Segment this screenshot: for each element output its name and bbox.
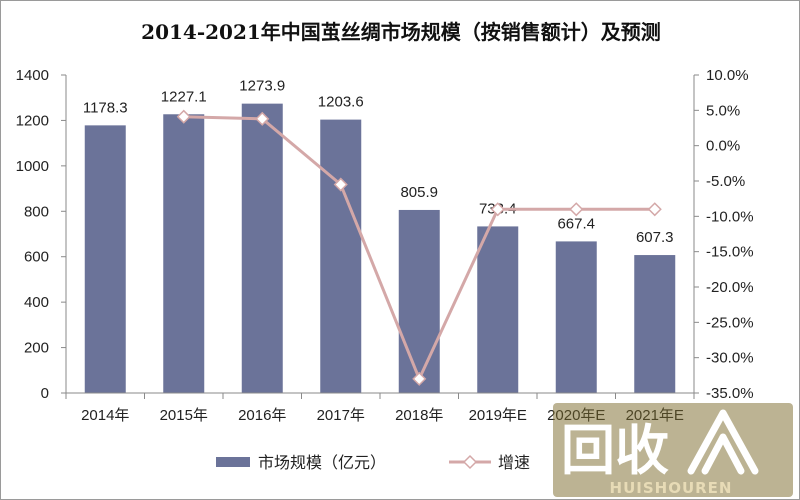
legend: 市场规模（亿元） 增速: [216, 454, 530, 472]
growth-marker-0: [176, 109, 191, 124]
growth-marker-3: [412, 371, 427, 386]
data-label: 1203.6: [318, 94, 364, 111]
growth-marker-6: [647, 202, 662, 217]
growth-marker-2: [333, 177, 348, 192]
x-tick-label: 2014年: [81, 407, 129, 424]
legend-line-label: 增速: [498, 454, 530, 472]
x-tick-label: 2019年E: [469, 407, 527, 424]
y-left-tick-label: 600: [24, 249, 49, 266]
y-right-tick-label: 0.0%: [706, 138, 740, 155]
watermark-logo-text: 回收: [561, 419, 669, 482]
bar-5: [477, 226, 519, 393]
watermark-sub-text: HUISHOUREN: [610, 479, 733, 497]
y-right-tick-label: -20.0%: [706, 279, 754, 296]
y-right-tick-label: -30.0%: [706, 350, 754, 367]
bar-2: [241, 103, 283, 394]
data-label: 1178.3: [83, 99, 128, 116]
bar-3: [320, 119, 362, 394]
y-left-tick-label: 1200: [16, 112, 49, 129]
y-right-tick-label: 5.0%: [706, 102, 740, 119]
y-left-tick-label: 800: [24, 203, 49, 220]
x-tick-label: 2016年: [238, 407, 286, 424]
y-right-tick-label: -25.0%: [706, 314, 754, 331]
y-left-tick-label: 0: [41, 385, 49, 402]
data-label: 1227.1: [161, 88, 207, 105]
x-tick-label: 2017年: [317, 407, 365, 424]
data-label: 607.3: [636, 229, 674, 246]
y-right-tick-label: -15.0%: [706, 244, 754, 261]
y-left-tick-label: 1400: [16, 67, 49, 84]
y-left-tick-label: 400: [24, 294, 49, 311]
y-right-tick-label: 10.0%: [706, 67, 749, 84]
growth-marker-1: [255, 111, 270, 126]
y-right-tick-label: -35.0%: [706, 385, 754, 402]
y-right-tick-label: -5.0%: [706, 173, 745, 190]
data-label: 667.4: [557, 215, 595, 232]
data-label: 805.9: [400, 184, 438, 201]
bar-7: [634, 255, 676, 393]
bar-0: [84, 125, 126, 393]
y-left-tick-label: 1000: [16, 158, 49, 175]
x-tick-label: 2018年: [395, 407, 443, 424]
legend-bar-swatch: [216, 457, 250, 467]
data-label: 1273.9: [239, 78, 285, 95]
legend-bar-label: 市场规模（亿元）: [258, 454, 386, 472]
legend-line-marker: [462, 454, 478, 470]
growth-marker-4: [490, 202, 505, 217]
growth-marker-5: [569, 202, 584, 217]
chart-title: 2014-2021年中国茧丝绸市场规模（按销售额计）及预测: [141, 20, 661, 44]
bar-6: [555, 241, 597, 393]
y-right-tick-label: -10.0%: [706, 208, 754, 225]
bar-1: [163, 114, 205, 393]
y-left-tick-label: 200: [24, 340, 49, 357]
x-tick-label: 2015年: [160, 407, 208, 424]
bar-4: [398, 209, 440, 393]
recycle-a-icon: [687, 409, 759, 475]
